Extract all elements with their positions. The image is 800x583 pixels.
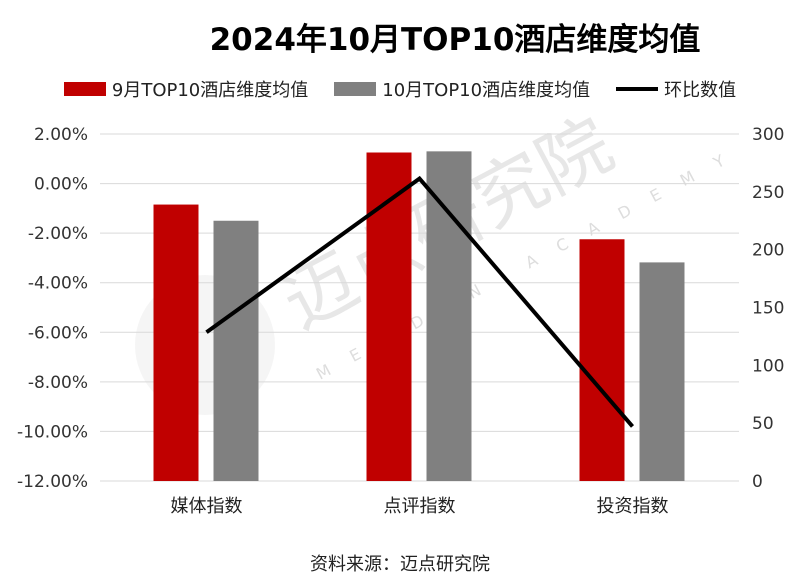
right-tick-label: 100: [752, 356, 784, 376]
bar-oct: [426, 151, 472, 481]
legend-label: 10月TOP10酒店维度均值: [382, 80, 591, 101]
bar-oct: [639, 262, 685, 481]
bar-oct: [213, 220, 259, 481]
bar-sep: [366, 152, 412, 482]
right-tick-label: 50: [752, 414, 774, 434]
left-tick-label: -10.00%: [17, 422, 88, 442]
right-tick-label: 300: [752, 125, 784, 145]
category-label: 点评指数: [384, 496, 456, 517]
legend-swatch: [334, 82, 377, 96]
legend-line: [616, 87, 659, 91]
category-label: 投资指数: [597, 496, 669, 517]
right-tick-label: 200: [752, 241, 784, 261]
left-tick-label: -2.00%: [28, 224, 88, 244]
chart-title: 2024年10月TOP10酒店维度均值: [209, 22, 701, 58]
left-tick-label: 2.00%: [34, 125, 88, 145]
right-tick-label: 150: [752, 299, 784, 319]
bar-sep: [579, 239, 625, 481]
right-tick-label: 250: [752, 183, 784, 203]
source-note: 资料来源：迈点研究院: [310, 554, 490, 575]
right-tick-label: 0: [752, 472, 763, 492]
category-label: 媒体指数: [171, 496, 243, 517]
legend-swatch: [63, 82, 106, 96]
legend: 9月TOP10酒店维度均值 10月TOP10酒店维度均值 环比数值: [0, 76, 800, 102]
legend-item-mom: 环比数值: [616, 76, 736, 102]
left-tick-label: -6.00%: [28, 323, 88, 343]
legend-item-sep: 9月TOP10酒店维度均值: [63, 76, 309, 102]
legend-label: 9月TOP10酒店维度均值: [111, 80, 309, 101]
bar-sep: [153, 204, 199, 481]
left-tick-label: -12.00%: [17, 472, 88, 492]
left-tick-label: 0.00%: [34, 175, 88, 195]
left-tick-label: -4.00%: [28, 274, 88, 294]
legend-label: 环比数值: [664, 80, 737, 101]
legend-item-oct: 10月TOP10酒店维度均值: [334, 76, 590, 102]
left-tick-label: -8.00%: [28, 373, 88, 393]
